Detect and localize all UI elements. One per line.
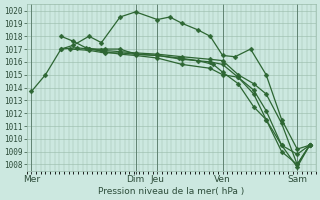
- X-axis label: Pression niveau de la mer( hPa ): Pression niveau de la mer( hPa ): [98, 187, 244, 196]
